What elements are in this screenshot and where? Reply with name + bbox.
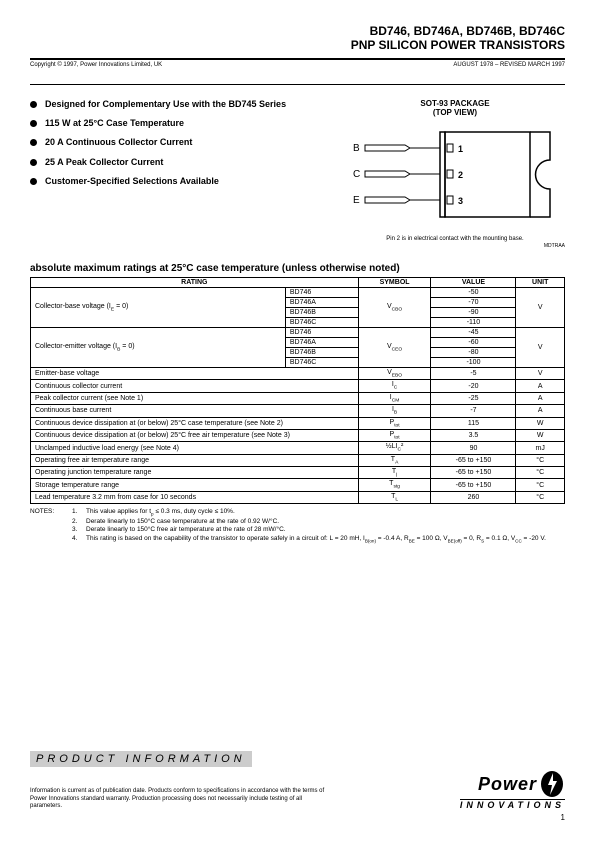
package-svg: 1 2 3 B C E <box>350 122 560 232</box>
table-row: Operating free air temperature rangeTA-6… <box>31 454 565 466</box>
note-row: 3.Derate linearly to 150°C free air temp… <box>30 526 565 535</box>
note-row: NOTES:1.This value applies for tp ≤ 0.3 … <box>30 508 565 517</box>
svg-text:B: B <box>353 143 360 154</box>
bullet-icon <box>30 139 37 146</box>
svg-text:C: C <box>353 169 360 180</box>
package-code: MDTRAA <box>345 243 565 249</box>
ratings-table: RATING SYMBOL VALUE UNIT Collector-base … <box>30 277 565 504</box>
table-header: UNIT <box>516 277 565 287</box>
table-row: Continuous base currentIB-7A <box>31 405 565 417</box>
feature-text: Designed for Complementary Use with the … <box>45 99 286 110</box>
feature-item: 25 A Peak Collector Current <box>30 157 329 168</box>
bullet-icon <box>30 159 37 166</box>
feature-list: Designed for Complementary Use with the … <box>30 99 329 249</box>
part-numbers: BD746, BD746A, BD746B, BD746C <box>30 24 565 38</box>
divider <box>30 58 565 60</box>
feature-item: 20 A Continuous Collector Current <box>30 137 329 148</box>
table-row: Lead temperature 3.2 mm from case for 10… <box>31 491 565 503</box>
package-title: SOT-93 PACKAGE <box>345 99 565 109</box>
table-row: Collector-emitter voltage (IB = 0)BD746V… <box>31 327 565 337</box>
table-header: RATING <box>31 277 359 287</box>
logo-text: Power <box>478 774 537 795</box>
svg-text:3: 3 <box>458 196 463 206</box>
table-header: SYMBOL <box>358 277 431 287</box>
feature-text: Customer-Specified Selections Available <box>45 176 219 187</box>
subtitle: PNP SILICON POWER TRANSISTORS <box>30 38 565 52</box>
revision-date: AUGUST 1978 – REVISED MARCH 1997 <box>453 62 565 68</box>
table-row: Collector-base voltage (IE = 0)BD746VCBO… <box>31 287 565 297</box>
table-row: Continuous device dissipation at (or bel… <box>31 417 565 429</box>
feature-item: Customer-Specified Selections Available <box>30 176 329 187</box>
svg-text:2: 2 <box>458 170 463 180</box>
copyright: Copyright © 1997, Power Innovations Limi… <box>30 62 162 68</box>
divider <box>30 84 565 85</box>
table-row: Emitter-base voltageVEBO-5V <box>31 367 565 379</box>
logo-subtext: INNOVATIONS <box>460 799 565 810</box>
table-row: Operating junction temperature rangeTj-6… <box>31 467 565 479</box>
package-note: Pin 2 is in electrical contact with the … <box>345 236 565 242</box>
svg-text:E: E <box>353 195 360 206</box>
page-number: 1 <box>30 813 565 822</box>
feature-item: 115 W at 25°C Case Temperature <box>30 118 329 129</box>
table-row: Continuous device dissipation at (or bel… <box>31 429 565 441</box>
svg-text:1: 1 <box>458 144 463 154</box>
bullet-icon <box>30 120 37 127</box>
note-row: 4.This rating is based on the capability… <box>30 535 565 544</box>
table-row: Continuous collector currentIC-20A <box>31 380 565 392</box>
logo: Power INNOVATIONS <box>460 769 565 810</box>
table-row: Unclamped inductive load energy (see Not… <box>31 442 565 454</box>
package-view: (TOP VIEW) <box>345 108 565 118</box>
footer-text: Information is current as of publication… <box>30 788 330 810</box>
logo-icon <box>539 769 565 799</box>
product-info-bar: PRODUCT INFORMATION <box>30 751 252 767</box>
package-diagram: SOT-93 PACKAGE (TOP VIEW) 1 2 3 B C E Pi… <box>345 99 565 249</box>
feature-item: Designed for Complementary Use with the … <box>30 99 329 110</box>
bullet-icon <box>30 178 37 185</box>
feature-text: 25 A Peak Collector Current <box>45 157 163 168</box>
table-row: Peak collector current (see Note 1)ICM-2… <box>31 392 565 404</box>
feature-text: 115 W at 25°C Case Temperature <box>45 118 184 129</box>
table-header: VALUE <box>431 277 516 287</box>
table-row: Storage temperature rangeTstg-65 to +150… <box>31 479 565 491</box>
feature-text: 20 A Continuous Collector Current <box>45 137 192 148</box>
bullet-icon <box>30 101 37 108</box>
section-title: absolute maximum ratings at 25°C case te… <box>30 263 565 274</box>
notes: NOTES:1.This value applies for tp ≤ 0.3 … <box>30 508 565 544</box>
